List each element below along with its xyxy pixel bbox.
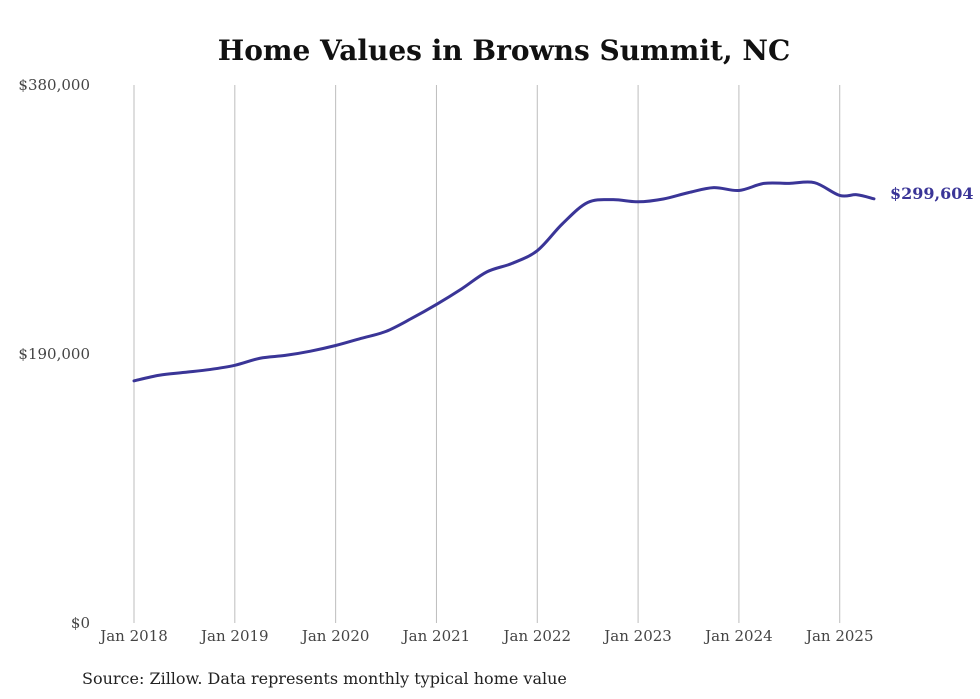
x-axis: Jan 2018 Jan 2019 Jan 2020 Jan 2021 Jan 2022… (98, 627, 873, 645)
chart-title: Home Values in Browns Summit, NC (218, 34, 791, 67)
y-tick-label: $380,000 (18, 76, 90, 94)
x-tick-label: Jan 2023 (602, 627, 672, 645)
y-tick-label: $0 (71, 614, 90, 632)
grid (133, 85, 841, 623)
x-tick-label: Jan 2021 (401, 627, 471, 645)
x-tick-label: Jan 2019 (199, 627, 269, 645)
x-tick-label: Jan 2020 (300, 627, 370, 645)
x-tick-label: Jan 2024 (703, 627, 773, 645)
series: $299,604 (132, 180, 974, 383)
y-axis: $0 $190,000 $380,000 (18, 76, 90, 632)
y-tick-label: $190,000 (18, 345, 90, 363)
end-value-label: $299,604 (890, 184, 974, 203)
source-note: Source: Zillow. Data represents monthly … (82, 669, 567, 688)
x-tick-label: Jan 2022 (501, 627, 571, 645)
x-tick-label: Jan 2025 (804, 627, 874, 645)
x-tick-label: Jan 2018 (98, 627, 168, 645)
series-line (132, 180, 876, 383)
